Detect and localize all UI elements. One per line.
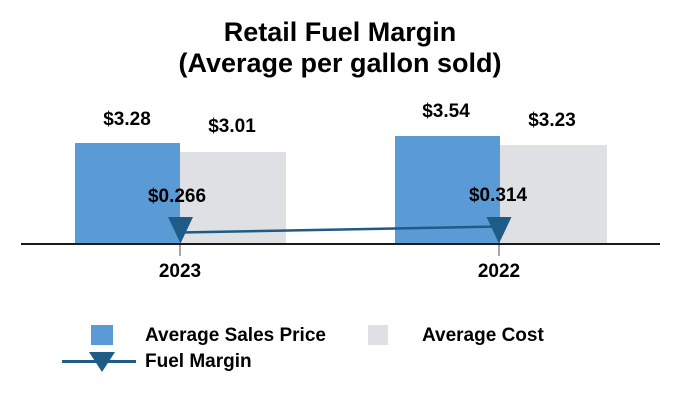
x-axis-tick-2023: [179, 245, 181, 256]
bar-2022-average-cost: [500, 145, 607, 244]
chart-title-line1: Retail Fuel Margin: [223, 17, 457, 47]
fuel-margin-line: [179, 225, 500, 234]
x-axis-tick-2022: [498, 245, 500, 256]
fuel-margin-marker-2023-triangle-down-icon: [168, 217, 193, 244]
x-axis-label-2022: 2022: [477, 261, 521, 282]
fuel-margin-marker-2022-triangle-down-icon: [486, 217, 512, 244]
legend-label-fuel-margin: Fuel Margin: [145, 351, 252, 372]
legend-fuel-margin-triangle-down-icon: [89, 352, 115, 372]
x-axis-line: [21, 243, 660, 245]
data-label-2023-fuel-margin: $0.266: [147, 186, 207, 207]
legend-swatch-average-sales-price: [91, 325, 113, 345]
bar-2023-average-sales-price: [75, 143, 180, 244]
chart-title-line2: (Average per gallon sold): [178, 48, 502, 78]
data-label-2023-sales-price: $3.28: [103, 109, 151, 130]
legend-swatch-average-cost: [368, 325, 388, 345]
x-axis-label-2023: 2023: [158, 261, 202, 282]
data-label-2023-cost: $3.01: [208, 116, 256, 137]
chart-title: Retail Fuel Margin (Average per gallon s…: [0, 17, 680, 79]
bar-2023-average-cost: [180, 152, 286, 244]
data-label-2022-cost: $3.23: [528, 110, 576, 131]
data-label-2022-sales-price: $3.54: [422, 101, 470, 122]
legend-label-average-sales-price: Average Sales Price: [145, 325, 326, 346]
data-label-2022-fuel-margin: $0.314: [468, 185, 528, 206]
legend-label-average-cost: Average Cost: [422, 325, 544, 346]
